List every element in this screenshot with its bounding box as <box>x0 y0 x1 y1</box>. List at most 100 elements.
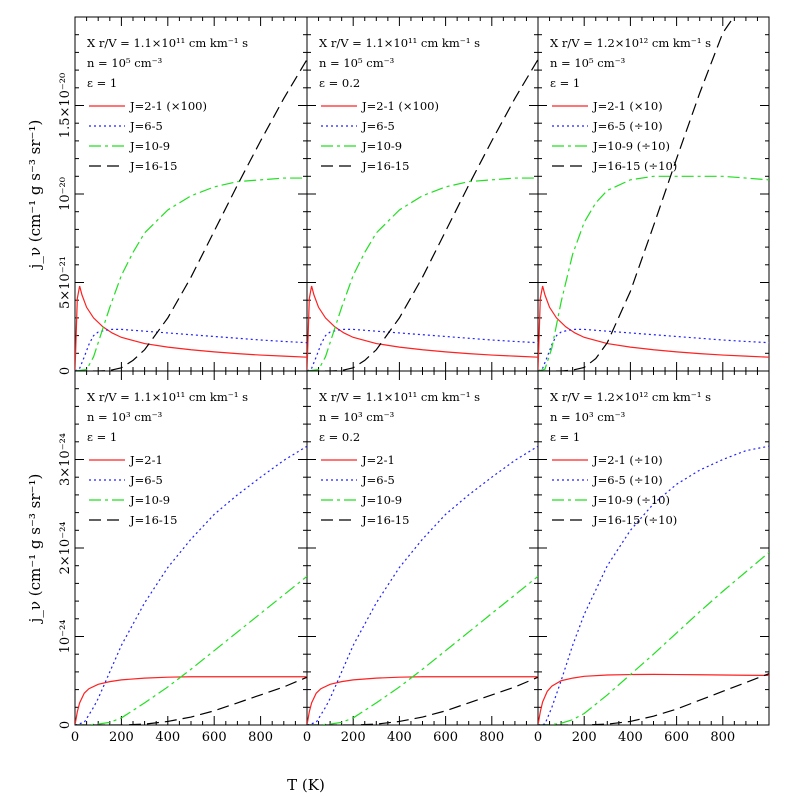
panel-annotation: X r/V = 1.1×10¹¹ cm km⁻¹ s <box>87 390 248 404</box>
legend-label: J=6-5 <box>361 473 395 487</box>
panel-annotation: ε = 1 <box>550 76 580 90</box>
legend-label: J=2-1 (×10) <box>592 99 663 113</box>
panel-annotation: n = 10³ cm⁻³ <box>550 410 626 424</box>
x-tick-label: 0 <box>303 730 311 745</box>
panel-annotation: X r/V = 1.2×10¹² cm km⁻¹ s <box>550 390 711 404</box>
y-tick-label: 5×10⁻²¹ <box>58 256 73 309</box>
series-line <box>538 673 769 725</box>
legend-label: J=2-1 (÷10) <box>592 453 663 467</box>
series-line <box>75 445 307 725</box>
series-line <box>307 676 538 725</box>
panel-annotation: n = 10³ cm⁻³ <box>319 410 395 424</box>
panel-annotation: ε = 0.2 <box>319 430 360 444</box>
panel-annotation: ε = 1 <box>87 76 117 90</box>
panel-annotation: ε = 1 <box>550 430 580 444</box>
panel-frame-top-right <box>537 16 770 372</box>
legend-label: J=2-1 <box>129 453 163 467</box>
series-group-bottom-middle <box>307 445 538 725</box>
panel-annotation: X r/V = 1.2×10¹² cm km⁻¹ s <box>550 36 711 50</box>
x-tick-label: 0 <box>534 730 542 745</box>
panel-annotation: X r/V = 1.1×10¹¹ cm km⁻¹ s <box>319 36 480 50</box>
legend-label: J=10-9 (÷10) <box>592 493 670 507</box>
y-tick-label: 3×10⁻²⁴ <box>58 433 73 486</box>
legend-label: J=16-15 (÷10) <box>592 159 677 173</box>
data-curves <box>75 17 769 725</box>
series-line <box>307 445 538 725</box>
x-tick-label: 400 <box>155 730 180 745</box>
series-line <box>307 575 538 725</box>
tick-labels: 0 5×10⁻²¹ 10⁻²⁰ 1.5×10⁻²⁰ 0 10⁻²⁴ 2×10⁻²⁴ 3×10⁻… <box>58 73 735 745</box>
legend-label: J=10-9 <box>361 139 402 153</box>
panel-annotations: X r/V = 1.1×10¹¹ cm km⁻¹ s n = 10⁵ cm⁻³ ε … <box>87 36 711 527</box>
series-line <box>75 177 307 371</box>
legend-label: J=6-5 (÷10) <box>592 473 663 487</box>
y-tick-label: 10⁻²⁴ <box>58 620 73 654</box>
y-tick-label: 10⁻²⁰ <box>58 177 73 211</box>
series-line <box>75 676 307 725</box>
series-line <box>307 285 538 371</box>
legend-label: J=2-1 (×100) <box>361 99 439 113</box>
series-line <box>538 175 769 371</box>
x-tick-label: 200 <box>109 730 134 745</box>
series-line <box>307 676 538 725</box>
y-tick-label: 2×10⁻²⁴ <box>58 522 73 575</box>
panel-frame-top-left <box>74 16 308 372</box>
panel-annotation: n = 10⁵ cm⁻³ <box>319 56 395 70</box>
legend-label: J=6-5 <box>129 119 163 133</box>
xlabel: T (K) <box>287 776 325 794</box>
series-line <box>75 676 307 725</box>
legend-label: J=10-9 <box>129 493 170 507</box>
legend-label: J=6-5 <box>361 119 395 133</box>
y-tick-label: 1.5×10⁻²⁰ <box>58 73 73 138</box>
series-line <box>538 551 769 725</box>
x-tick-label: 800 <box>479 730 504 745</box>
legend-label: J=6-5 (÷10) <box>592 119 663 133</box>
legend-label: J=16-15 <box>129 513 177 527</box>
legend-label: J=2-1 (×100) <box>129 99 207 113</box>
y-tick-label: 0 <box>58 367 73 375</box>
x-tick-label: 600 <box>664 730 689 745</box>
panel-annotation: ε = 1 <box>87 430 117 444</box>
series-group-bottom-right <box>538 445 769 725</box>
panel-annotation: n = 10⁵ cm⁻³ <box>87 56 163 70</box>
legend-label: J=6-5 <box>129 473 163 487</box>
x-tick-label: 200 <box>341 730 366 745</box>
series-line <box>307 177 538 371</box>
legend-label: J=10-9 <box>361 493 402 507</box>
series-line <box>538 328 769 371</box>
panel-annotation: n = 10³ cm⁻³ <box>87 410 163 424</box>
panel-frame-bottom-right <box>537 370 770 726</box>
y-tick-label: 0 <box>58 721 73 729</box>
series-line <box>75 575 307 725</box>
panel-annotation: n = 10⁵ cm⁻³ <box>550 56 626 70</box>
x-tick-label: 800 <box>248 730 273 745</box>
series-line <box>538 285 769 371</box>
x-tick-label: 0 <box>71 730 79 745</box>
x-tick-label: 600 <box>433 730 458 745</box>
x-tick-label: 200 <box>572 730 597 745</box>
legend-label: J=2-1 <box>361 453 395 467</box>
series-group-top-middle <box>307 59 538 371</box>
panel-frame-top-middle <box>306 16 539 372</box>
series-line <box>538 17 735 371</box>
panel-annotation: X r/V = 1.1×10¹¹ cm km⁻¹ s <box>87 36 248 50</box>
legend-label: J=16-15 (÷10) <box>592 513 677 527</box>
x-tick-label: 800 <box>710 730 735 745</box>
ylabel-top: j_ν (cm⁻¹ g s⁻³ sr⁻¹) <box>26 120 44 271</box>
series-line <box>538 445 769 725</box>
series-group-top-right <box>538 17 769 371</box>
x-tick-label: 400 <box>387 730 412 745</box>
panel-annotation: ε = 0.2 <box>319 76 360 90</box>
series-line <box>307 59 538 371</box>
legend-label: J=16-15 <box>361 159 409 173</box>
series-line <box>75 59 307 371</box>
x-tick-label: 400 <box>618 730 643 745</box>
series-group-bottom-left <box>75 445 307 725</box>
legend-label: J=10-9 (÷10) <box>592 139 670 153</box>
series-line <box>75 285 307 371</box>
axis-ticks <box>74 16 770 726</box>
legend-label: J=10-9 <box>129 139 170 153</box>
ylabel-bottom: j_ν (cm⁻¹ g s⁻³ sr⁻¹) <box>26 474 44 625</box>
series-line <box>538 673 769 725</box>
